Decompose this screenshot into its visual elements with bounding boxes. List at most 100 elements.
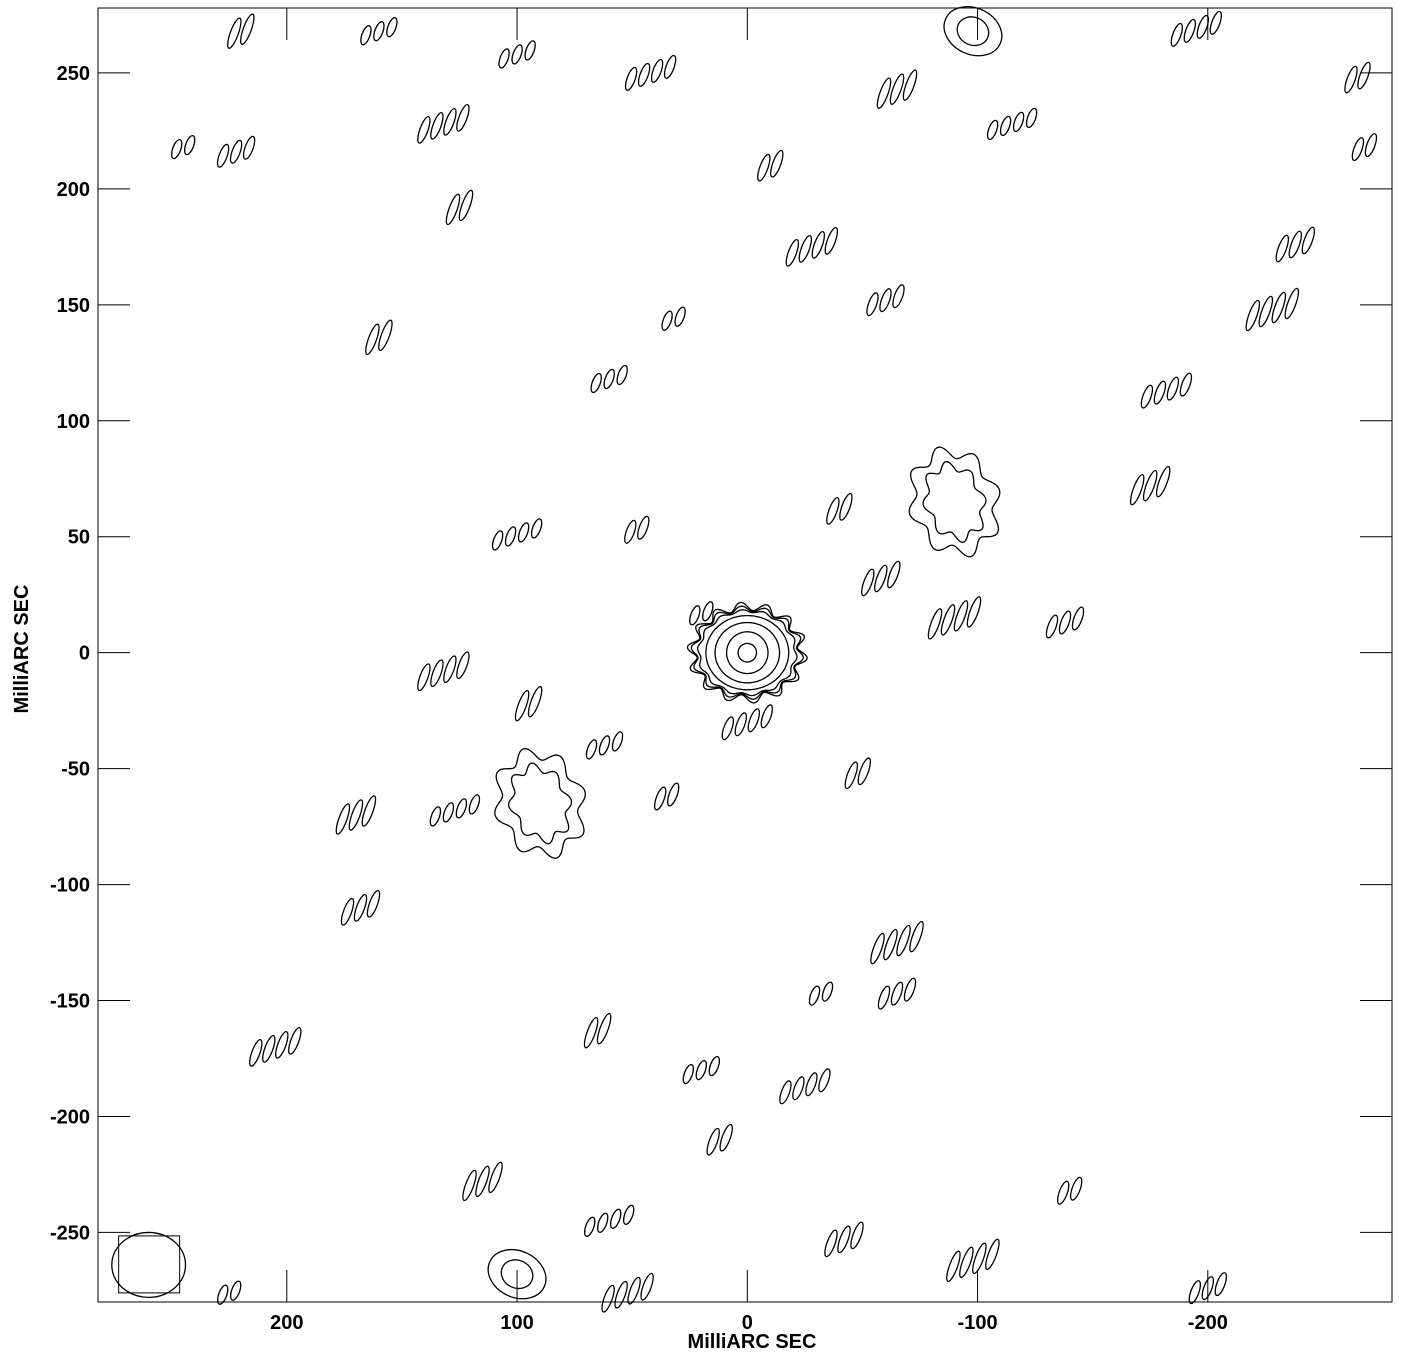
sidelobe-contour — [491, 530, 504, 551]
secondary-source-contour — [922, 460, 987, 543]
sidelobe-contour — [637, 62, 651, 87]
sidelobe-contour — [661, 310, 673, 331]
sidelobe-contour — [824, 227, 839, 255]
sidelobe-contour — [653, 786, 667, 811]
sidelobe-contour — [1025, 107, 1038, 129]
sidelobe-contour — [640, 1272, 654, 1301]
sidelobe-contour — [430, 112, 444, 140]
sidelobe-contour — [366, 889, 381, 918]
sidelobe-contour — [458, 189, 474, 222]
secondary-source-contour — [908, 446, 1001, 558]
sidelobe-contour — [430, 659, 444, 688]
sidelobe-contour — [596, 1212, 609, 1233]
sidelobe-contour — [959, 1246, 974, 1279]
sidelobe-contour — [702, 601, 714, 622]
sidelobe-contour — [1058, 610, 1072, 635]
central-source-contour — [690, 605, 804, 700]
sidelobe-contour — [365, 323, 380, 356]
y-tick-label: 0 — [79, 643, 90, 665]
sidelobe-contour — [689, 605, 701, 626]
sidelobe-contour — [468, 794, 481, 815]
sidelobe-contour — [627, 1276, 641, 1305]
sidelobe-contour — [340, 897, 355, 926]
y-tick-label: -200 — [50, 1106, 90, 1128]
sidelobe-contour — [637, 515, 650, 540]
central-source-contour — [725, 631, 769, 675]
sidelobe-contour — [821, 981, 834, 1002]
sidelobe-contour — [229, 139, 243, 164]
sidelobe-contour — [903, 977, 917, 1002]
axis-ticks — [98, 8, 1392, 1302]
sidelobe-contour — [1214, 1272, 1228, 1297]
sidelobe-contour — [1245, 299, 1261, 332]
sidelobe-contour — [417, 116, 431, 144]
sidelobe-contour — [360, 25, 372, 46]
sidelobe-contour — [456, 651, 470, 680]
sidelobe-contour — [216, 143, 230, 168]
sidelobe-contour — [288, 1027, 302, 1055]
sidelobe-contour — [1301, 226, 1316, 255]
sidelobe-contour — [616, 364, 628, 386]
sidelobe-contour — [455, 798, 468, 819]
sidelobe-contour — [1179, 372, 1193, 397]
sidelobe-contour — [603, 368, 615, 390]
y-tick-label: 50 — [68, 527, 90, 549]
sidelobe-contour — [721, 716, 735, 741]
sidelobe-contour — [889, 73, 905, 105]
sidelobe-contour — [1142, 469, 1158, 502]
y-axis-title: MilliARC SEC — [11, 585, 33, 714]
sidelobe-contour — [985, 1238, 1000, 1271]
sidelobe-contour — [386, 17, 398, 38]
sidelobe-contour — [249, 1039, 263, 1067]
sidelobe-contour — [229, 1280, 242, 1301]
sidelobe-contour — [1071, 606, 1085, 631]
sidelobe-contour — [999, 115, 1012, 137]
sidelobe-contour — [242, 135, 256, 160]
sidelobe-contour — [514, 689, 530, 722]
sidelobe-contour — [798, 235, 813, 263]
sidelobe-contour — [498, 48, 510, 69]
sidelobe-contour — [1153, 380, 1167, 405]
y-tick-label: 250 — [57, 63, 90, 85]
sidelobe-contour — [417, 663, 431, 692]
sidelobe-contour — [826, 497, 840, 525]
sidelobe-contour — [527, 685, 543, 718]
y-tick-label: 150 — [57, 295, 90, 317]
sidelobe-contour — [1258, 295, 1274, 328]
sidelobe-contour — [583, 1016, 599, 1049]
sidelobe-contour — [1351, 137, 1365, 162]
sidelobe-contour — [861, 568, 875, 597]
secondary-source-contour — [507, 762, 573, 845]
sidelobe-contour — [170, 138, 183, 160]
sidelobe-contour — [972, 1242, 987, 1275]
sidelobe-contour — [890, 981, 904, 1006]
sidelobe-contour — [622, 1204, 635, 1225]
sidelobe-contour — [674, 306, 686, 327]
sidelobe-contour — [818, 1068, 831, 1093]
sidelobe-contour — [986, 119, 999, 141]
sidelobe-contour — [927, 608, 943, 640]
sidelobe-contour — [614, 1280, 628, 1309]
sidelobe-contour — [361, 795, 377, 827]
sidelobe-contour — [757, 153, 771, 182]
sidelobe-contour — [530, 518, 543, 539]
sidelobe-contour — [747, 708, 761, 733]
sidelobe-contour — [824, 1229, 838, 1258]
x-tick-label: -200 — [1188, 1312, 1228, 1334]
sidelobe-contour — [1188, 1280, 1202, 1305]
sidelobe-contour — [1069, 1176, 1083, 1201]
sidelobe-contour — [706, 1127, 720, 1156]
sidelobe-contour — [429, 806, 442, 827]
central-source-contour — [705, 614, 790, 691]
secondary-source-contour — [494, 747, 586, 859]
sidelobe-contour — [609, 1208, 622, 1229]
central-source-contour — [737, 642, 758, 663]
y-tick-label: 200 — [57, 179, 90, 201]
sidelobe-contour — [887, 560, 901, 589]
sidelobe-contour — [1209, 10, 1223, 35]
sidelobe-contour — [445, 193, 461, 226]
sidelobe-contour — [1284, 287, 1300, 320]
sidelobe-contour — [227, 17, 242, 49]
sidelobe-contour — [1155, 465, 1171, 498]
